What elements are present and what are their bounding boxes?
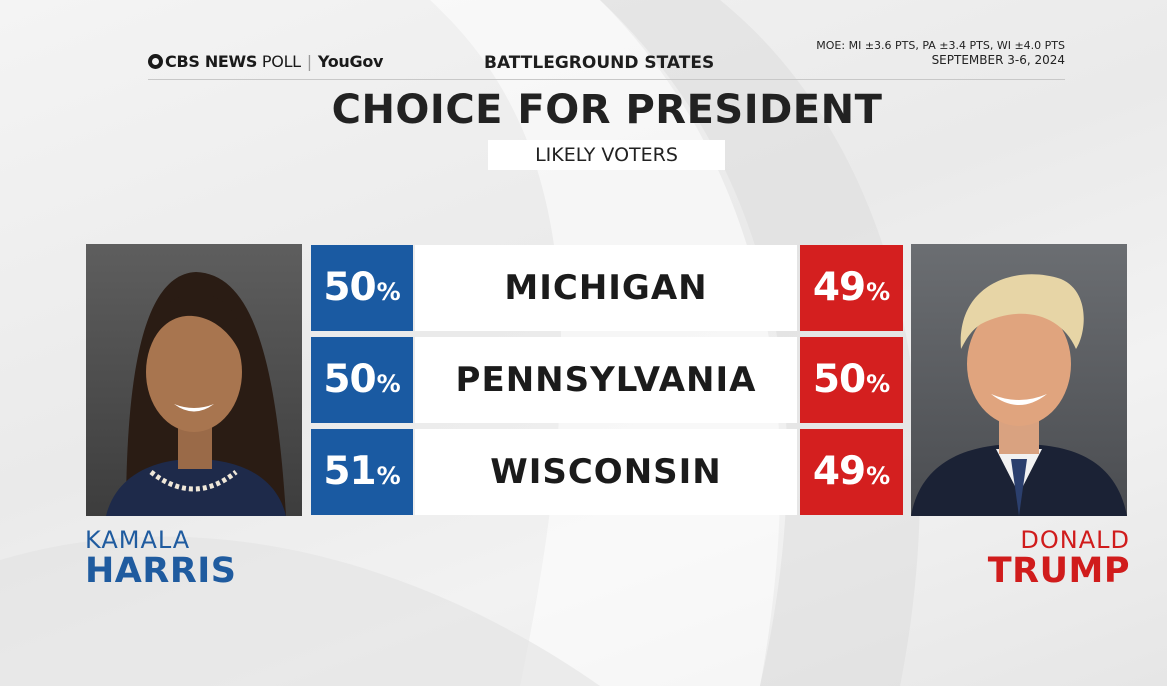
trump-percent-number: 50 <box>812 357 866 402</box>
percent-sign: % <box>866 370 891 398</box>
cbs-eye-icon <box>148 54 163 69</box>
candidate-left-last-name: HARRIS <box>85 551 237 591</box>
percent-sign: % <box>866 462 891 490</box>
candidate-right-last-name: TRUMP <box>987 551 1130 591</box>
harris-percent-value: 50% <box>311 337 413 423</box>
candidate-left-first-name: KAMALA <box>85 526 191 554</box>
harris-percent-number: 50 <box>323 265 376 310</box>
trump-portrait-image <box>911 274 1127 516</box>
candidate-right-name: DONALD TRUMP <box>988 527 1130 589</box>
brand-partner: YouGov <box>317 52 384 71</box>
state-label: WISCONSIN <box>415 429 797 515</box>
header: CBS NEWS POLL | YouGov BATTLEGROUND STATES… <box>148 36 1065 80</box>
trump-percent-cell: 50% <box>800 337 903 423</box>
trump-percent-cell: 49% <box>800 429 903 515</box>
chart-title: CHOICE FOR PRESIDENT <box>331 87 883 133</box>
harris-portrait-image <box>106 272 286 516</box>
harris-percent-cell: 51% <box>311 429 413 515</box>
state-label: PENNSYLVANIA <box>415 337 797 423</box>
table-row: 50% MICHIGAN 49% <box>311 245 903 331</box>
poll-dates: SEPTEMBER 3-6, 2024 <box>931 53 1065 67</box>
harris-percent-value: 50% <box>311 245 413 331</box>
brand-separator: | <box>306 52 312 71</box>
candidate-left-name: KAMALA HARRIS <box>85 527 237 589</box>
harris-percent-cell: 50% <box>311 337 413 423</box>
percent-sign: % <box>376 278 401 306</box>
trump-percent-cell: 49% <box>800 245 903 331</box>
trump-percent-value: 49% <box>800 245 903 331</box>
trump-percent-number: 49 <box>812 449 866 494</box>
percent-sign: % <box>376 370 401 398</box>
harris-percent-cell: 50% <box>311 245 413 331</box>
state-label: MICHIGAN <box>415 245 797 331</box>
header-divider <box>148 79 1065 80</box>
trump-percent-value: 50% <box>800 337 903 423</box>
harris-percent-number: 50 <box>323 357 376 402</box>
trump-percent-value: 49% <box>800 429 903 515</box>
table-row: 51% WISCONSIN 49% <box>311 429 903 515</box>
section-label: BATTLEGROUND STATES <box>484 53 715 73</box>
candidate-right-first-name: DONALD <box>1020 526 1130 554</box>
percent-sign: % <box>866 278 891 306</box>
brand-primary: CBS NEWS <box>165 52 258 71</box>
moe-text: MOE: MI ±3.6 PTS, PA ±3.4 PTS, WI ±4.0 P… <box>816 39 1065 52</box>
harris-percent-value: 51% <box>311 429 413 515</box>
brand-secondary: POLL <box>261 52 301 71</box>
margin-of-error: MOE: MI ±3.6 PTS, PA ±3.4 PTS, WI ±4.0 P… <box>816 39 1065 67</box>
brand-logo: CBS NEWS POLL | YouGov <box>148 52 383 71</box>
trump-portrait <box>911 244 1127 516</box>
chart-subtitle: LIKELY VOTERS <box>488 140 725 170</box>
table-row: 50% PENNSYLVANIA 50% <box>311 337 903 423</box>
trump-percent-number: 49 <box>812 265 866 310</box>
harris-portrait <box>86 244 302 516</box>
harris-percent-number: 51 <box>323 449 376 494</box>
percent-sign: % <box>376 462 401 490</box>
